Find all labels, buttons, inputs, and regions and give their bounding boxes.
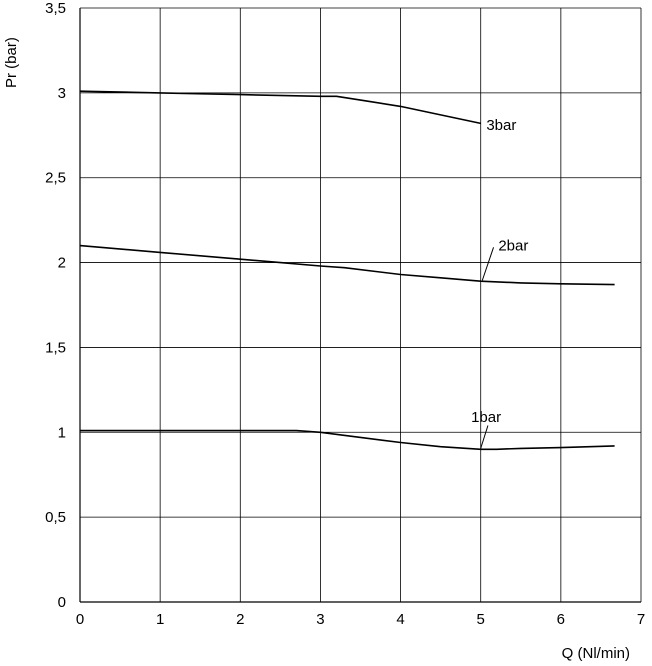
y-tick-label: 1: [58, 424, 66, 441]
y-tick-label: 0,5: [45, 509, 66, 526]
series-line-1bar: [80, 429, 615, 451]
y-tick-label: 3,5: [45, 0, 66, 17]
x-tick-label: 3: [316, 611, 324, 628]
series-label-2bar: 2bar: [498, 238, 528, 255]
y-tick-label: 3: [58, 85, 66, 102]
series-line-2bar: [79, 244, 615, 286]
x-tick-label: 1: [156, 611, 164, 628]
series-line-3bar: [79, 90, 481, 125]
grid-lines: [79, 7, 642, 603]
series-label-1bar: 1bar: [471, 409, 501, 426]
y-tick-label: 2,5: [45, 170, 66, 187]
x-tick-label: 4: [396, 611, 404, 628]
x-tick-label: 0: [76, 611, 84, 628]
series-label-3bar: 3bar: [486, 117, 516, 134]
series-lines: [79, 90, 615, 451]
y-axis-title: Pr (bar): [3, 37, 20, 88]
series-label-leader: [480, 425, 489, 449]
series-labels: 3bar 2bar 1bar: [471, 117, 528, 449]
y-axis-tick-labels: 0 0,5 1 1,5 2 2,5 3 3,5: [45, 0, 66, 611]
y-tick-label: 0: [58, 594, 66, 611]
y-tick-label: 2: [58, 255, 66, 272]
x-axis-title: Q (Nl/min): [562, 645, 630, 662]
x-tick-label: 5: [477, 611, 485, 628]
x-tick-label: 2: [236, 611, 244, 628]
x-tick-label: 6: [557, 611, 565, 628]
series-label-leader: [481, 247, 495, 281]
x-tick-label: 7: [637, 611, 645, 628]
y-tick-label: 1,5: [45, 339, 66, 356]
x-axis-tick-labels: 0 1 2 3 4 5 6 7: [76, 611, 645, 628]
plot-frame: [79, 8, 641, 603]
